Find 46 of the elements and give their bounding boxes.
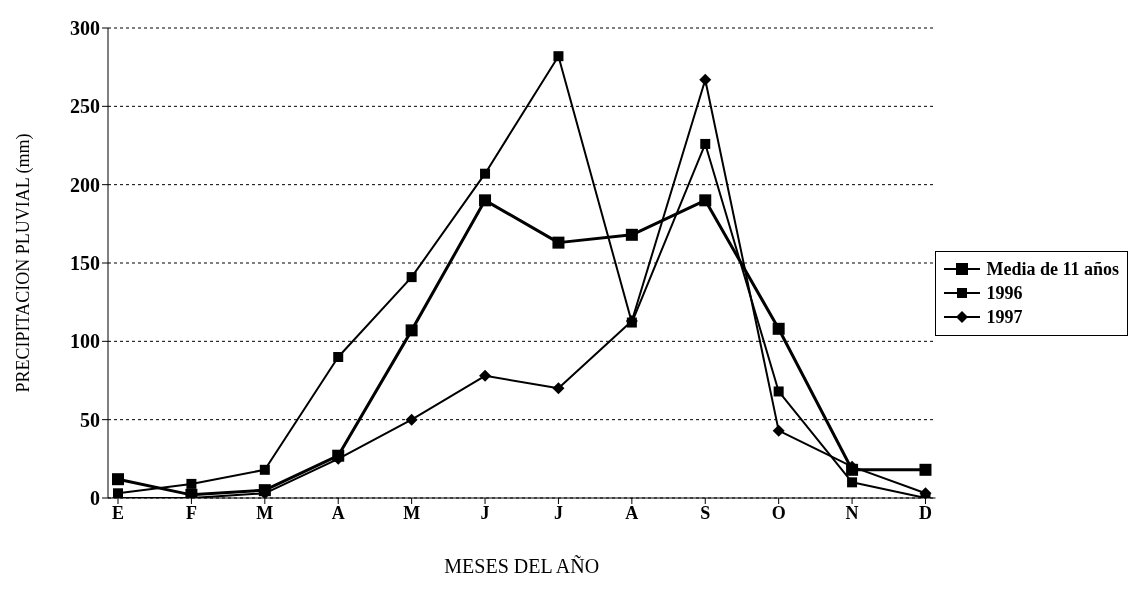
point: [405, 324, 418, 337]
x-tick-label: E: [111, 502, 125, 523]
x-tick-label: M: [403, 502, 421, 523]
point: [772, 424, 785, 437]
y-axis-title: PRECIPITACION PLUVIAL (mm): [13, 133, 35, 393]
x-tick-label: N: [845, 502, 859, 523]
point: [259, 464, 270, 475]
x-tick-label: D: [918, 502, 932, 523]
x-tick-label: A: [625, 502, 639, 523]
point: [773, 386, 784, 397]
y-tick-label: 200: [70, 173, 100, 196]
x-tick-label: J: [553, 502, 563, 523]
point: [699, 73, 712, 86]
point: [847, 477, 858, 488]
point: [479, 369, 492, 382]
x-axis-title: MESES DEL AÑO: [444, 554, 600, 577]
y-tick-label: 0: [90, 487, 100, 510]
y-tick-label: 300: [70, 17, 100, 40]
x-tick-label: S: [700, 502, 711, 523]
x-tick-label: O: [771, 502, 786, 523]
point: [772, 322, 785, 335]
point: [112, 473, 124, 486]
point: [625, 228, 638, 241]
x-tick-label: J: [480, 502, 490, 523]
point: [552, 382, 565, 395]
point: [553, 51, 564, 62]
y-tick-label: 100: [70, 330, 100, 353]
point: [699, 194, 712, 207]
point: [480, 168, 491, 179]
point: [333, 352, 344, 362]
x-tick-label: F: [185, 502, 197, 523]
x-tick-label: A: [331, 502, 345, 523]
legend-label: 1996: [986, 282, 1023, 304]
y-tick-label: 50: [80, 408, 100, 431]
point: [479, 194, 492, 207]
legend-label: 1997: [986, 306, 1023, 328]
point: [700, 138, 711, 149]
y-tick-label: 150: [70, 252, 100, 275]
point: [186, 478, 197, 489]
y-tick-label: 250: [70, 95, 100, 118]
point: [919, 463, 932, 476]
x-tick-label: M: [256, 502, 274, 523]
point: [406, 272, 417, 283]
point: [405, 413, 418, 426]
point: [552, 236, 565, 249]
legend-label: Media de 11 años: [986, 258, 1119, 280]
